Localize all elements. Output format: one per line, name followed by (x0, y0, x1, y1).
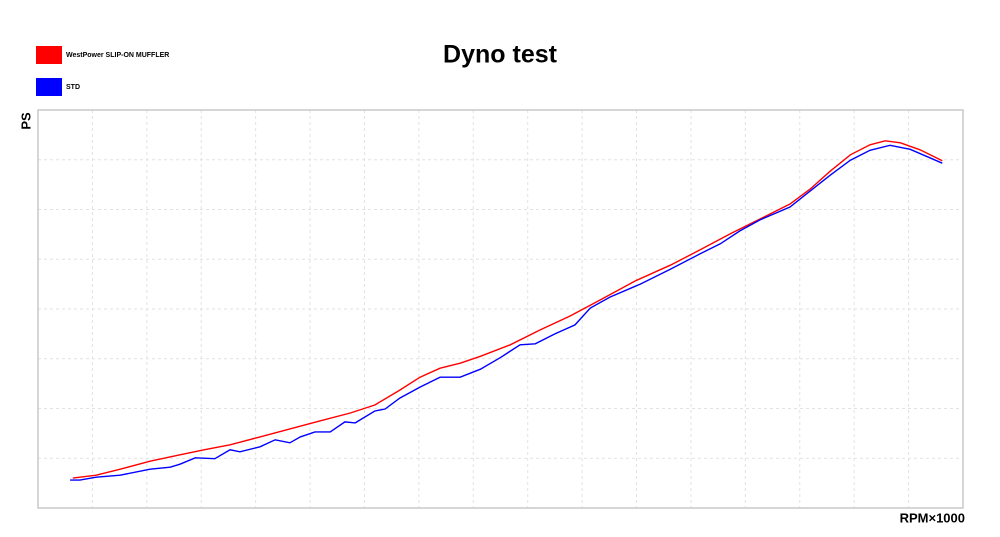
legend-swatch (36, 46, 62, 64)
chart-title: Dyno test (443, 41, 558, 69)
y-axis-label: PS (18, 112, 33, 130)
legend-swatch (36, 78, 62, 96)
plot-frame (37, 109, 964, 509)
series-line (72, 140, 943, 479)
x-axis-label: RPM×1000 (900, 510, 965, 525)
legend-label: WestPower SLIP-ON MUFFLER (66, 52, 169, 59)
legend-label: STD (66, 84, 80, 91)
series-line (70, 144, 943, 481)
